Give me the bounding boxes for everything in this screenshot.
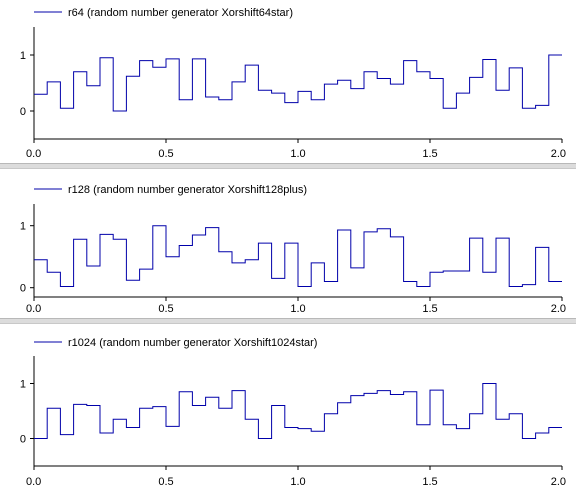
chart-r128: r128 (random number generator Xorshift12…: [20, 184, 566, 315]
x-tick-label: 1.0: [290, 303, 305, 315]
x-tick-label: 2.0: [551, 303, 566, 315]
legend-label: r64 (random number generator Xorshift64s…: [68, 7, 293, 19]
chart-panel-r128: r128 (random number generator Xorshift12…: [0, 170, 576, 318]
x-tick-label: 0.5: [158, 476, 173, 488]
x-tick-label: 0.0: [26, 303, 41, 315]
legend-label: r128 (random number generator Xorshift12…: [68, 184, 307, 196]
panel-separator: [0, 163, 576, 169]
x-tick-label: 0.5: [158, 303, 173, 315]
x-tick-label: 2.0: [551, 148, 566, 160]
y-tick-label: 1: [20, 221, 26, 233]
series-line: [34, 225, 562, 287]
chart-r1024: r1024 (random number generator Xorshift1…: [20, 337, 566, 488]
x-tick-label: 1.0: [290, 476, 305, 488]
y-tick-label: 0: [20, 106, 26, 118]
chart-panel-r64: r64 (random number generator Xorshift64s…: [0, 0, 576, 162]
legend-label: r1024 (random number generator Xorshift1…: [68, 337, 317, 349]
x-tick-label: 1.5: [422, 476, 437, 488]
x-tick-label: 0.5: [158, 148, 173, 160]
y-tick-label: 1: [20, 50, 26, 62]
series-line: [34, 383, 562, 439]
chart-panel-r1024: r1024 (random number generator Xorshift1…: [0, 325, 576, 490]
series-line: [34, 54, 562, 112]
y-tick-label: 1: [20, 379, 26, 391]
x-tick-label: 1.0: [290, 148, 305, 160]
x-tick-label: 1.5: [422, 303, 437, 315]
x-tick-label: 1.5: [422, 148, 437, 160]
y-tick-label: 0: [20, 283, 26, 295]
panel-separator: [0, 318, 576, 324]
y-tick-label: 0: [20, 434, 26, 446]
chart-r64: r64 (random number generator Xorshift64s…: [20, 7, 566, 160]
x-tick-label: 2.0: [551, 476, 566, 488]
x-tick-label: 0.0: [26, 476, 41, 488]
x-tick-label: 0.0: [26, 148, 41, 160]
